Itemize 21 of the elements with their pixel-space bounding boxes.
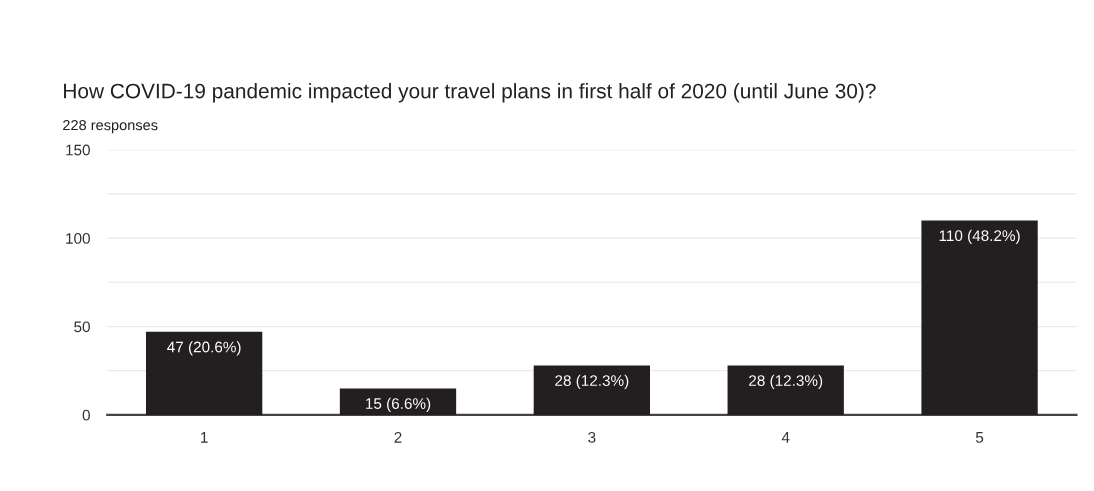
- bar: [921, 220, 1038, 415]
- bar: [145, 331, 263, 415]
- bar: [339, 388, 457, 415]
- data-label: 110 (48.2%): [939, 229, 1020, 245]
- x-tick-label: 1: [201, 432, 208, 443]
- bar: [533, 365, 651, 415]
- data-label: 28 (12.3%): [555, 374, 629, 390]
- y-tick-label: 100: [66, 233, 90, 244]
- y-tick-label: 150: [66, 144, 90, 156]
- x-tick-label: 3: [588, 431, 596, 443]
- bar: [727, 365, 844, 415]
- data-label: 15 (6.6%): [366, 397, 431, 412]
- data-label: 28 (12.3%): [749, 374, 823, 390]
- y-tick-label: 0: [82, 409, 90, 421]
- x-tick-label: 5: [975, 432, 984, 443]
- chart-subtitle: 228 responses: [63, 119, 158, 134]
- data-label: 47 (20.6%): [167, 341, 241, 356]
- y-tick-label: 50: [74, 321, 90, 333]
- x-tick-label: 2: [394, 431, 402, 443]
- x-tick-label: 4: [781, 432, 790, 443]
- chart-title: How COVID-19 pandemic impacted your travel plans in first half of 2020 (until June 30)?: [64, 83, 876, 103]
